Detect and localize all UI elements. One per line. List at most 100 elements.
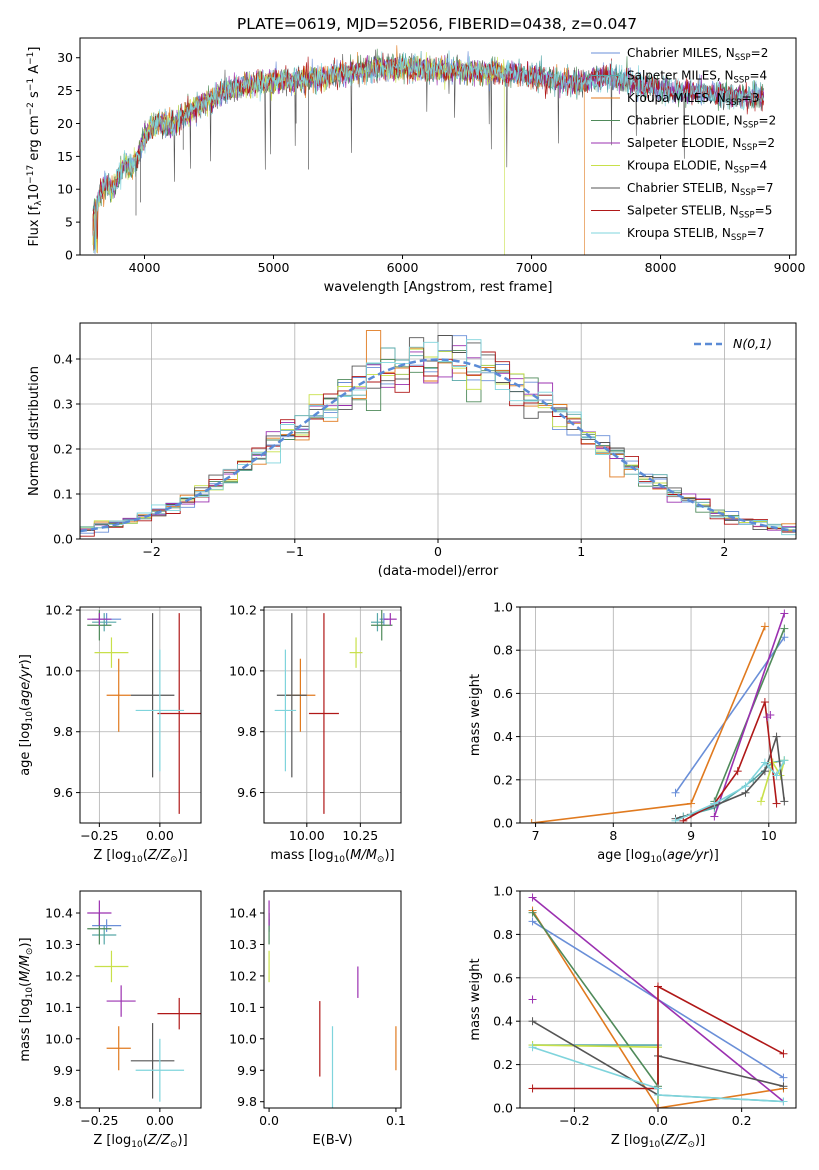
z-weight-series-7 xyxy=(532,985,784,1090)
z-weight-ytick-label: 0.2 xyxy=(493,1057,513,1072)
residual-hist-xlabel: (data-model)/error xyxy=(378,564,499,579)
residual-hist-ytick-label: 0.4 xyxy=(53,352,73,367)
legend-entry-normal: N(0,1) xyxy=(733,336,772,351)
residual-hist-plot-area xyxy=(80,330,796,537)
z-weight-ytick-label: 0.8 xyxy=(493,927,513,942)
spectrum-xtick-label: 5000 xyxy=(258,260,290,275)
spectrum-xtick-label: 7000 xyxy=(516,260,548,275)
age-weight-ytick-label: 0.2 xyxy=(493,772,513,787)
age-weight-xlabel: age [log10(age/yr)] xyxy=(597,848,719,865)
ebv-mass-ytick-label: 9.9 xyxy=(237,1063,257,1078)
z-weight-axes: −0.2 0.0 0.2 0.0 0.2 0.4 0.6 0.8 1.0 Z [log10(Z/Z… xyxy=(468,884,797,1150)
legend-entry-1: Salpeter MILES, NSSP=4 xyxy=(627,69,767,86)
residual-hist-xtick-label: 2 xyxy=(720,544,728,559)
legend-entry-0: Chabrier MILES, NSSP=2 xyxy=(627,46,768,63)
z-mass-xlabel: Z [log10(Z/Z⊙)] xyxy=(93,1133,187,1150)
spectrum-ytick-label: 30 xyxy=(57,50,73,65)
z-mass-ytick-label: 10.4 xyxy=(45,906,73,921)
z-weight-ytick-label: 0.6 xyxy=(493,970,513,985)
ebv-mass-ytick-label: 10.0 xyxy=(229,1031,257,1046)
mass-age-xlabel: mass [log10(M/M⊙)] xyxy=(270,848,394,865)
z-mass-axes: −0.25 0.00 9.8 9.9 10.0 10.1 10.2 10.3 10.4 Z [lo… xyxy=(18,890,202,1150)
age-weight-ytick-label: 0.6 xyxy=(493,686,513,701)
age-weight-ytick-label: 0.0 xyxy=(493,816,513,831)
z-age-ytick-label: 10.2 xyxy=(45,603,73,618)
z-age-axes: −0.25 0.00 9.6 9.8 10.0 10.2 Z [log10(Z/Z⊙)] ag… xyxy=(18,603,202,865)
age-weight-series-5 xyxy=(760,760,786,802)
residual-hist-ylabel: Normed distribution xyxy=(27,366,42,496)
legend-entry-6: Chabrier STELIB, NSSP=7 xyxy=(627,181,774,198)
z-mass-plot-area xyxy=(87,900,201,1102)
z-weight-plot-area xyxy=(528,893,788,1108)
legend-entry-8: Kroupa STELIB, NSSP=7 xyxy=(627,226,765,243)
legend-entry-4: Salpeter ELODIE, NSSP=2 xyxy=(627,136,775,153)
z-weight-xtick-label: 0.0 xyxy=(648,1113,668,1128)
age-weight-xtick-label: 7 xyxy=(532,828,540,843)
z-age-xtick-label: −0.25 xyxy=(80,828,118,843)
spectrum-ytick-label: 20 xyxy=(57,116,73,131)
z-weight-xtick-label: −0.2 xyxy=(559,1113,589,1128)
ebv-mass-frame xyxy=(263,890,402,1109)
ebv-mass-ytick-label: 9.8 xyxy=(237,1094,257,1109)
residual-hist-xtick-label: −2 xyxy=(142,544,160,559)
residual-hist-ytick-label: 0.2 xyxy=(53,442,73,457)
z-weight-xlabel: Z [log10(Z/Z⊙)] xyxy=(611,1133,705,1150)
residual-hist-xtick-label: 0 xyxy=(434,544,442,559)
residual-hist-xtick-label: −1 xyxy=(286,544,304,559)
figure-title: PLATE=0619, MJD=52056, FIBERID=0438, z=0… xyxy=(237,15,637,33)
age-weight-xtick-label: 9 xyxy=(687,828,695,843)
spectrum-ytick-label: 15 xyxy=(57,149,73,164)
z-weight-ylabel: mass weight xyxy=(468,958,483,1040)
z-mass-ytick-label: 10.3 xyxy=(45,937,73,952)
z-age-ytick-label: 9.6 xyxy=(53,785,73,800)
hist-step-4 xyxy=(80,345,796,531)
age-weight-ylabel: mass weight xyxy=(468,674,483,756)
mass-age-xtick-label: 10.00 xyxy=(289,828,325,843)
z-age-ytick-label: 10.0 xyxy=(45,663,73,678)
z-mass-ytick-label: 10.2 xyxy=(45,968,73,983)
age-weight-series-4 xyxy=(713,613,786,817)
mass-age-frame xyxy=(263,606,402,824)
mass-age-axes: 10.00 10.25 9.6 9.8 10.0 10.2 mass [log10(M/M⊙… xyxy=(229,603,402,865)
z-mass-frame xyxy=(79,890,202,1109)
spectrum-ytick-label: 0 xyxy=(65,248,73,263)
z-weight-xtick-label: 0.2 xyxy=(732,1113,752,1128)
mass-age-ytick-label: 9.6 xyxy=(237,785,257,800)
legend-entry-5: Kroupa ELODIE, NSSP=4 xyxy=(627,159,767,176)
mass-age-plot-area xyxy=(274,610,397,814)
z-weight-ytick-label: 0.0 xyxy=(493,1101,513,1116)
age-weight-plot-area xyxy=(527,609,789,823)
spectrum-ytick-label: 25 xyxy=(57,83,73,98)
spectrum-ytick-label: 5 xyxy=(65,215,73,230)
z-weight-series-2 xyxy=(531,910,784,1108)
z-mass-xtick-label: 0.00 xyxy=(146,1113,174,1128)
z-age-frame xyxy=(79,606,202,824)
spectrum-line-8 xyxy=(92,50,764,250)
spectrum-xtick-label: 8000 xyxy=(645,260,677,275)
age-weight-xtick-label: 8 xyxy=(609,828,617,843)
z-age-ytick-label: 9.8 xyxy=(53,724,73,739)
z-mass-xtick-label: −0.25 xyxy=(80,1113,118,1128)
mass-age-ytick-label: 9.8 xyxy=(237,724,257,739)
z-weight-ytick-label: 1.0 xyxy=(493,884,513,899)
spectrum-axes: Chabrier MILES, NSSP=2 Salpeter MILES, NS… xyxy=(26,37,806,295)
residual-hist-axes: N(0,1) −2 −1 0 1 2 0.0 0.1 0.2 0.3 0.4 (data-model)… xyxy=(27,322,797,579)
spectrum-ylabel: Flux [fλ10−17 erg cm−2 s−1 A−1] xyxy=(26,47,44,247)
age-weight-axes: 7 8 9 10 0.0 0.2 0.4 0.6 0.8 1.0 age [log10(age/yr… xyxy=(468,600,797,865)
ebv-mass-xtick-label: 0.0 xyxy=(259,1113,279,1128)
spectrum-plot-area xyxy=(92,45,764,255)
spectrum-legend: Chabrier MILES, NSSP=2 Salpeter MILES, NS… xyxy=(591,46,776,243)
ebv-mass-axes: 0.0 0.1 9.8 9.9 10.0 10.1 10.2 10.3 10.4 E(B-V) xyxy=(229,890,406,1148)
z-weight-series-5 xyxy=(532,1044,659,1108)
legend-entry-7: Salpeter STELIB, NSSP=5 xyxy=(627,204,772,221)
hist-step-8 xyxy=(80,339,796,536)
residual-hist-ytick-label: 0.0 xyxy=(53,532,73,547)
z-age-plot-area xyxy=(87,610,201,814)
spectrum-xtick-label: 9000 xyxy=(774,260,806,275)
ebv-mass-ytick-label: 10.3 xyxy=(229,937,257,952)
spectrum-xlabel: wavelength [Angstrom, rest frame] xyxy=(324,280,553,295)
residual-hist-ytick-label: 0.1 xyxy=(53,487,73,502)
hist-legend: N(0,1) xyxy=(694,336,772,351)
residual-hist-ytick-label: 0.3 xyxy=(53,397,73,412)
